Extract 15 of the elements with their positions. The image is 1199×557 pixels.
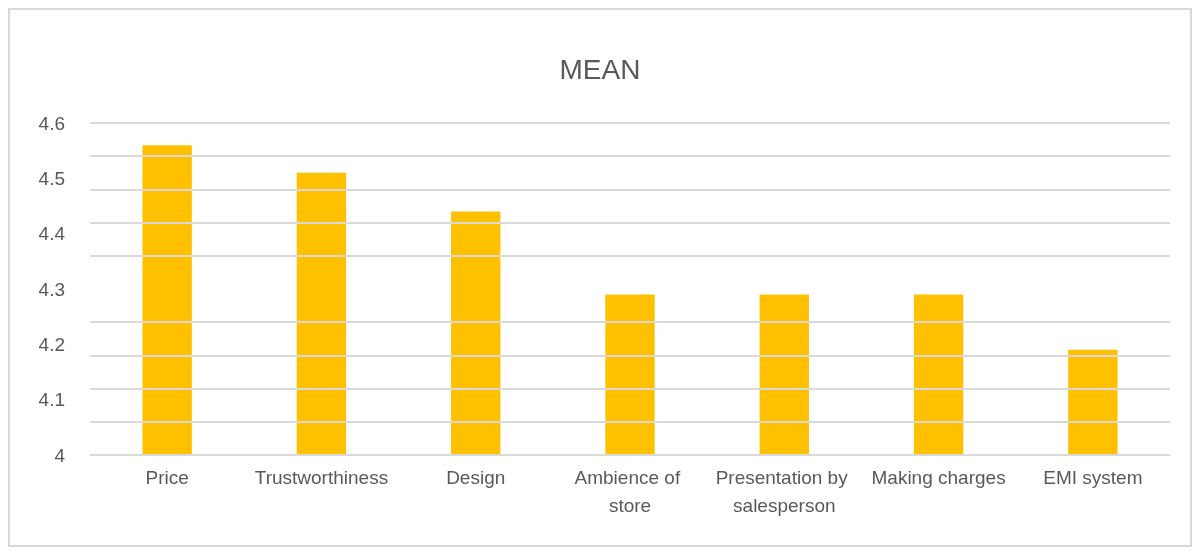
x-tick-label: Trustworthiness bbox=[254, 466, 389, 488]
y-tick-label: 4.3 bbox=[38, 278, 65, 300]
x-tick-label: Ambience of store bbox=[574, 466, 686, 516]
y-tick-label: 4.2 bbox=[38, 333, 65, 355]
x-tick-label: Making charges bbox=[871, 466, 1006, 488]
x-tick-label: Design bbox=[446, 466, 506, 488]
y-tick-label: 4 bbox=[54, 444, 66, 466]
x-tick-label: EMI system bbox=[1043, 466, 1143, 488]
y-tick-label: 4.1 bbox=[38, 389, 65, 411]
x-tick-label: Presentation by salesperson bbox=[715, 466, 853, 516]
y-tick-label: 4.6 bbox=[38, 112, 65, 134]
y-tick-label: 4.5 bbox=[38, 167, 65, 189]
x-tick-label: Price bbox=[145, 466, 189, 488]
y-tick-label: 4.4 bbox=[38, 223, 66, 245]
chart-title: MEAN bbox=[559, 53, 641, 85]
